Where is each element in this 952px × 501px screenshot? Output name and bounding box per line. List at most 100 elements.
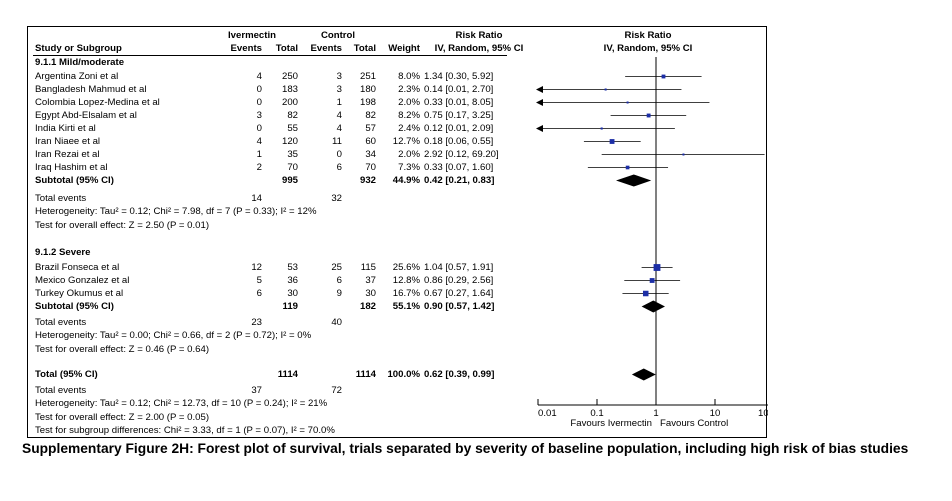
total-row: Total (95% CI) 1114 1114 100.0% 0.62 [0.…: [28, 368, 508, 381]
total-control: 60: [365, 136, 376, 147]
risk-ratio: 0.42 [0.21, 0.83]: [424, 175, 495, 186]
events-control: 6: [336, 162, 342, 173]
x-tick-label: 10: [710, 408, 721, 419]
events-ivermectin: 4: [256, 71, 262, 82]
x-tick-label: 0.1: [590, 408, 603, 419]
weight: 25.6%: [392, 262, 420, 273]
heterogeneity-text: Heterogeneity: Tau² = 0.00; Chi² = 0.66,…: [28, 329, 508, 342]
study-table: Ivermectin Control Risk Ratio Study or S…: [28, 27, 523, 439]
total-control: 34: [365, 149, 376, 160]
total-ivermectin: 120: [281, 136, 298, 147]
events-ivermectin: 0: [256, 97, 262, 108]
total-control: 198: [359, 97, 376, 108]
pooled-diamond: [616, 174, 652, 187]
table-row: Brazil Fonseca et al 12 53 25 115 25.6% …: [28, 261, 508, 274]
ci-arrow-left: [536, 125, 543, 132]
events-ivermectin: 5: [256, 275, 262, 286]
total-control: 30: [365, 288, 376, 299]
risk-ratio: 2.92 [0.12, 69.20]: [424, 149, 499, 160]
study-marker: [653, 264, 661, 271]
header-weight: Weight: [388, 43, 420, 54]
table-row: Argentina Zoni et al 4 250 3 251 8.0% 1.…: [28, 70, 508, 83]
overall-effect: Test for overall effect: Z = 2.00 (P = 0…: [35, 412, 210, 423]
total-ivermectin: 250: [281, 71, 298, 82]
study-name: Brazil Fonseca et al: [35, 262, 120, 273]
risk-ratio: 0.14 [0.01, 2.70]: [424, 84, 494, 95]
total-ivermectin: 183: [281, 84, 298, 95]
header-row-groups: Ivermectin Control Risk Ratio: [28, 29, 508, 42]
study-name: Bangladesh Mahmud et al: [35, 84, 147, 95]
study-marker: [642, 290, 649, 297]
risk-ratio: 0.90 [0.57, 1.42]: [424, 301, 495, 312]
table-row: Iran Rezai et al 1 35 0 34 2.0% 2.92 [0.…: [28, 148, 508, 161]
favours-left-label: Favours Ivermectin: [570, 418, 652, 429]
total-events-row: Total events 23 40: [28, 316, 508, 329]
heterogeneity: Heterogeneity: Tau² = 0.12; Chi² = 7.98,…: [35, 206, 317, 217]
weight: 8.0%: [398, 71, 420, 82]
header-study: Study or Subgroup: [35, 43, 122, 54]
study-name: Egypt Abd-Elsalam et al: [35, 110, 137, 121]
risk-ratio: 0.33 [0.01, 8.05]: [424, 97, 494, 108]
pooled-diamond: [641, 300, 665, 313]
events-ivermectin: 6: [256, 288, 262, 299]
table-row: Iraq Hashim et al 2 70 6 70 7.3% 0.33 [0…: [28, 161, 508, 174]
subgroup-differences: Test for subgroup differences: Chi² = 3.…: [35, 425, 335, 436]
total-control: 37: [365, 275, 376, 286]
total-ivermectin: 70: [287, 162, 298, 173]
x-tick-label: 1: [653, 408, 658, 419]
weight: 12.7%: [392, 136, 420, 147]
total-control: 251: [359, 71, 376, 82]
events-ivermectin: 12: [251, 262, 262, 273]
events-control: 40: [331, 317, 342, 328]
forest-plot-area: Risk Ratio IV, Random, 95% CI 0.01 0.1 1 10…: [508, 27, 768, 439]
total-events-row: Total events 14 32: [28, 192, 508, 205]
study-name: Colombia Lopez-Medina et al: [35, 97, 160, 108]
weight: 2.3%: [398, 84, 420, 95]
events-control: 9: [336, 288, 342, 299]
total-ivermectin: 30: [287, 288, 298, 299]
study-marker: [646, 113, 651, 118]
table-row: Egypt Abd-Elsalam et al 3 82 4 82 8.2% 0…: [28, 109, 508, 122]
weight: 2.0%: [398, 97, 420, 108]
subtotal-row: Subtotal (95% CI) 119 182 55.1% 0.90 [0.…: [28, 300, 508, 313]
events-control: 32: [331, 193, 342, 204]
header-events2: Events: [310, 43, 342, 54]
study-marker: [604, 88, 607, 91]
total-events-label: Total events: [35, 385, 87, 396]
study-marker: [609, 139, 615, 144]
risk-ratio: 0.67 [0.27, 1.64]: [424, 288, 494, 299]
events-control: 0: [336, 149, 342, 160]
study-name: Iraq Hashim et al: [35, 162, 108, 173]
study-name: Iran Rezai et al: [35, 149, 100, 160]
table-row: Bangladesh Mahmud et al 0 183 3 180 2.3%…: [28, 83, 508, 96]
total-control: 1114: [355, 369, 376, 380]
overall-effect: Test for overall effect: Z = 0.46 (P = 0…: [35, 344, 210, 355]
forest-plot-panel: Ivermectin Control Risk Ratio Study or S…: [27, 26, 768, 439]
plot-method: IV, Random, 95% CI: [603, 43, 693, 54]
weight: 8.2%: [398, 110, 420, 121]
total-control: 932: [359, 175, 376, 186]
events-control: 4: [336, 110, 342, 121]
weight: 2.0%: [398, 149, 420, 160]
total-control: 70: [365, 162, 376, 173]
risk-ratio: 0.12 [0.01, 2.09]: [424, 123, 494, 134]
events-ivermectin: 2: [256, 162, 262, 173]
x-tick-label: 0.01: [538, 408, 557, 419]
risk-ratio: 0.18 [0.06, 0.55]: [424, 136, 494, 147]
subgroup-2-title: 9.1.2 Severe: [35, 247, 91, 258]
total-label: Total (95% CI): [35, 369, 98, 380]
heterogeneity-text: Heterogeneity: Tau² = 0.12; Chi² = 12.73…: [28, 397, 508, 410]
header-method: IV, Random, 95% CI: [434, 43, 524, 54]
subtotal-row: Subtotal (95% CI) 995 932 44.9% 0.42 [0.…: [28, 174, 508, 187]
events-control: 11: [332, 136, 342, 147]
heterogeneity: Heterogeneity: Tau² = 0.00; Chi² = 0.66,…: [35, 330, 312, 341]
study-name: Turkey Okumus et al: [35, 288, 124, 299]
risk-ratio: 1.04 [0.57, 1.91]: [424, 262, 494, 273]
events-control: 6: [336, 275, 342, 286]
overall-effect-text: Test for overall effect: Z = 2.50 (P = 0…: [28, 219, 508, 232]
total-ivermectin: 35: [287, 149, 298, 160]
forest-svg: 0.01 0.1 1 10 100 Favours Ivermectin Favours C…: [536, 57, 768, 429]
study-marker: [600, 127, 603, 130]
header-group2: Control: [320, 30, 356, 41]
table-row: India Kirti et al 0 55 4 57 2.4% 0.12 [0…: [28, 122, 508, 135]
